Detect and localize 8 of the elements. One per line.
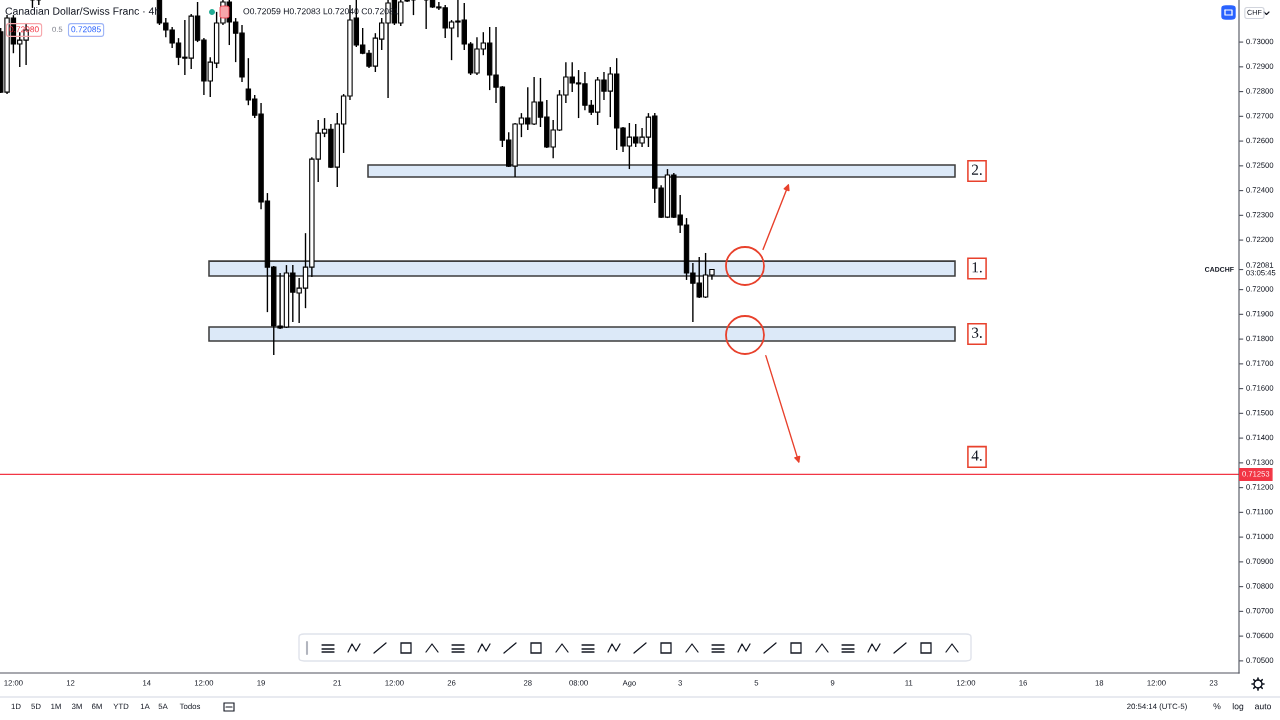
band-label: 2. xyxy=(971,164,982,175)
text: auto xyxy=(1254,703,1272,710)
annotation: 4. xyxy=(971,450,982,461)
annotation: 0.72085 xyxy=(71,26,101,33)
text: log xyxy=(1232,702,1244,712)
band-label: 1. xyxy=(972,262,982,273)
text: % xyxy=(1213,703,1221,710)
band-label: 3. xyxy=(972,327,982,338)
